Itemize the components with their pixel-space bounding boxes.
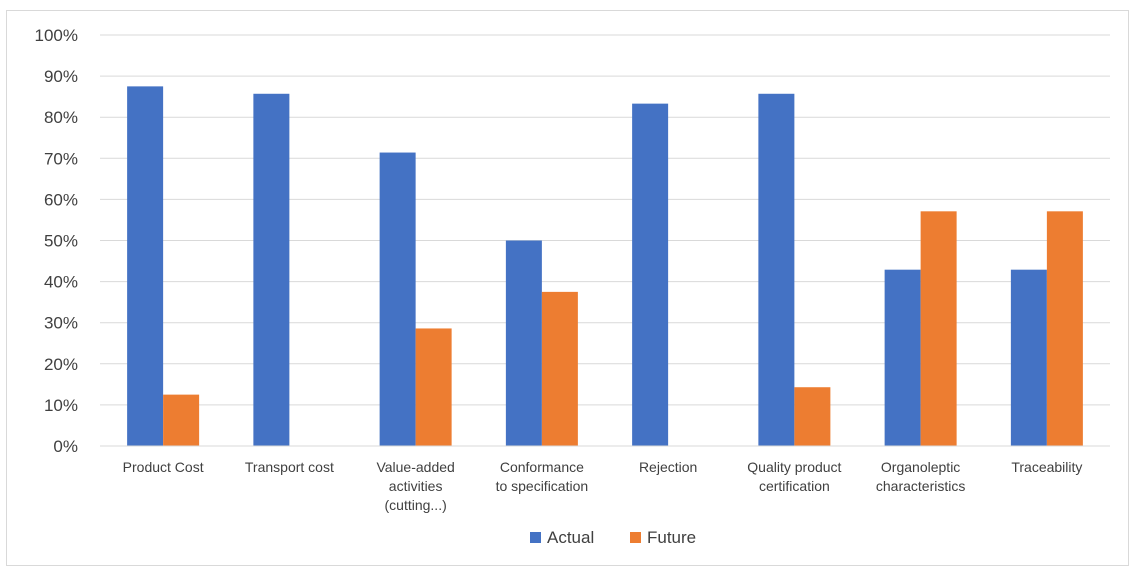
x-category-label: Product Cost <box>123 459 204 475</box>
y-tick-label: 60% <box>44 190 78 209</box>
x-category-label: Rejection <box>639 459 697 475</box>
bar-future-4 <box>541 291 578 446</box>
bar-future-6 <box>794 387 831 446</box>
x-category-label: Value-added activities (cutting...) <box>376 459 454 513</box>
bar-actual-7 <box>884 269 921 446</box>
legend-swatch-future <box>630 532 641 543</box>
y-tick-label: 90% <box>44 67 78 86</box>
y-tick-label: 0% <box>53 437 78 456</box>
x-axis-category-labels: Product Cost Transport cost Value-added act… <box>123 459 1083 513</box>
bar-actual-5 <box>632 103 669 447</box>
y-tick-label: 20% <box>44 355 78 374</box>
y-tick-label: 40% <box>44 273 78 292</box>
x-category-label: Quality product certification <box>747 459 841 494</box>
bar-future-3 <box>415 328 452 446</box>
bar-future-8 <box>1046 211 1083 446</box>
bars <box>127 86 1083 447</box>
legend-swatch-actual <box>530 532 541 543</box>
bar-actual-8 <box>1010 269 1047 446</box>
bar-actual-2 <box>253 93 290 446</box>
y-tick-label: 10% <box>44 396 78 415</box>
x-category-label: Traceability <box>1011 459 1082 475</box>
y-axis-tick-labels: 0% 10% 20% 30% 40% 50% 60% 70% 80% 90% 100% <box>35 26 78 456</box>
legend-label-actual: Actual <box>547 528 594 547</box>
y-tick-label: 70% <box>44 149 78 168</box>
x-category-label: Organoleptic characteristics <box>876 459 965 494</box>
x-category-label: Conformance to specification <box>496 459 589 494</box>
y-tick-label: 100% <box>35 26 78 45</box>
legend-label-future: Future <box>647 528 696 547</box>
y-tick-label: 80% <box>44 108 78 127</box>
bar-actual-1 <box>127 86 164 446</box>
bar-future-1 <box>163 394 200 446</box>
bar-actual-4 <box>505 240 542 446</box>
gridlines <box>100 34 1110 406</box>
y-tick-label: 30% <box>44 314 78 333</box>
legend: Actual Future <box>530 528 696 547</box>
bar-actual-6 <box>758 93 795 446</box>
y-tick-label: 50% <box>44 232 78 251</box>
x-category-label: Transport cost <box>245 459 334 475</box>
bar-future-7 <box>920 211 957 446</box>
bar-actual-3 <box>379 152 416 446</box>
